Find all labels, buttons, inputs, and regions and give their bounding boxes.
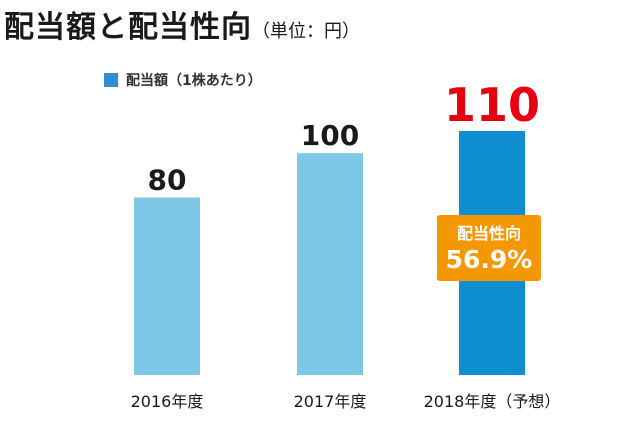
legend: 配当額（1株あたり） — [104, 70, 262, 90]
legend-label: 配当額（1株あたり） — [126, 73, 262, 89]
legend-swatch — [104, 73, 118, 87]
payout-ratio-callout: 配当性向 56.9% — [437, 215, 541, 281]
bar-value-label-3: 110 — [444, 78, 540, 132]
payout-ratio-value: 56.9% — [445, 245, 533, 274]
bar-value-label-2: 100 — [301, 119, 359, 152]
bar-1 — [134, 197, 200, 375]
payout-ratio-label: 配当性向 — [456, 224, 521, 243]
category-label-1: 2016年度 — [131, 392, 204, 411]
chart-title-main: 配当額と配当性向 — [4, 10, 252, 45]
chart-title-unit: （単位：円） — [252, 21, 360, 42]
category-label-3: 2018年度（予想） — [424, 392, 561, 411]
category-label-2: 2017年度 — [294, 392, 367, 411]
chart-title: 配当額と配当性向（単位：円） — [4, 2, 360, 46]
bar-2 — [297, 153, 363, 375]
bar-value-label-1: 80 — [148, 164, 187, 197]
